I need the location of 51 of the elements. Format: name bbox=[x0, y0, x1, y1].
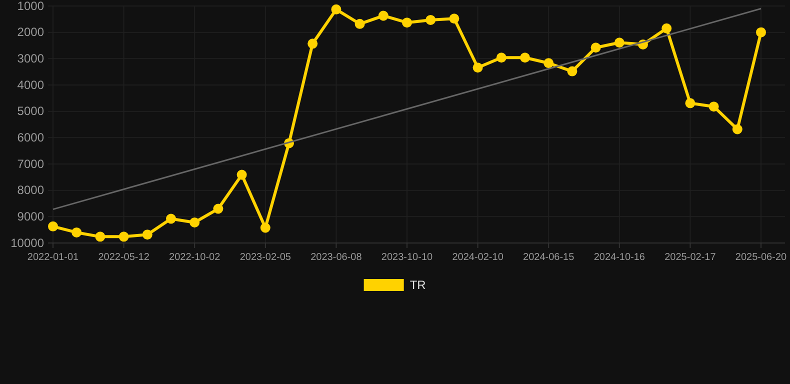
point bbox=[236, 170, 247, 180]
point bbox=[544, 58, 554, 68]
y-tick-label: 5000 bbox=[17, 104, 44, 118]
y-tick-label: 1000 bbox=[17, 0, 44, 13]
y-tick-label: 3000 bbox=[17, 52, 44, 66]
y-tick-label: 10000 bbox=[10, 236, 44, 250]
point bbox=[142, 230, 152, 240]
point bbox=[118, 232, 129, 242]
point bbox=[662, 23, 672, 34]
point bbox=[260, 222, 270, 233]
x-tick-label: 2024-02-10 bbox=[452, 252, 504, 264]
point bbox=[166, 214, 176, 224]
y-tick-label: 8000 bbox=[17, 183, 44, 198]
x-tick-label: 2024-06-15 bbox=[523, 252, 575, 264]
point bbox=[190, 217, 200, 228]
x-tick-label: 2023-06-08 bbox=[310, 252, 362, 264]
x-tick-label: 2023-02-05 bbox=[240, 252, 292, 264]
point bbox=[378, 10, 388, 21]
point bbox=[614, 38, 624, 48]
point bbox=[590, 42, 601, 53]
point bbox=[402, 18, 412, 28]
point bbox=[308, 38, 318, 49]
point bbox=[213, 204, 224, 214]
point bbox=[331, 4, 342, 14]
point bbox=[708, 102, 719, 112]
legend-label: TR bbox=[410, 278, 426, 292]
point bbox=[496, 52, 506, 63]
y-tick-label: 6000 bbox=[17, 130, 44, 145]
x-tick-label: 2025-02-17 bbox=[664, 252, 716, 264]
point bbox=[48, 221, 58, 232]
y-tick-label: 4000 bbox=[17, 78, 44, 92]
point bbox=[426, 14, 436, 25]
point bbox=[685, 98, 696, 108]
point bbox=[520, 52, 530, 63]
point bbox=[354, 18, 365, 29]
x-tick-label: 2023-10-10 bbox=[381, 252, 434, 264]
y-tick-label: 9000 bbox=[17, 210, 44, 224]
point bbox=[472, 62, 483, 73]
point bbox=[732, 124, 742, 134]
y-tick-label: 2000 bbox=[17, 25, 44, 40]
point bbox=[72, 227, 82, 238]
x-tick-label: 2025-06-20 bbox=[735, 252, 788, 264]
y-tick-label: 7000 bbox=[17, 156, 44, 171]
x-tick-label: 2024-10-16 bbox=[594, 252, 646, 264]
point bbox=[449, 14, 460, 24]
x-tick-label: 2022-01-01 bbox=[27, 252, 80, 264]
point bbox=[95, 232, 106, 242]
point bbox=[567, 66, 578, 76]
x-tick-label: 2022-05-12 bbox=[98, 252, 150, 264]
x-tick-label: 2022-10-02 bbox=[169, 252, 221, 264]
point bbox=[756, 27, 766, 38]
